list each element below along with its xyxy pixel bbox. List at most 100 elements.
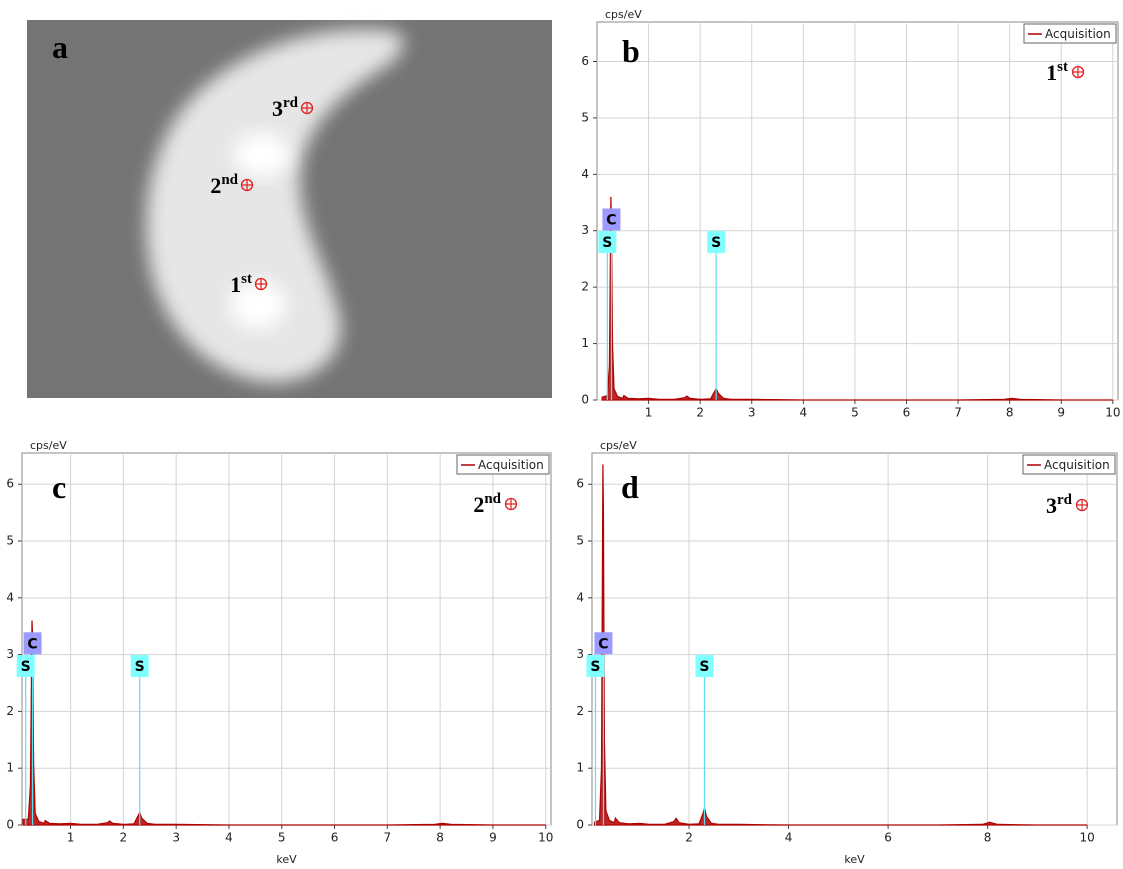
y-tick-label: 3 (6, 647, 14, 661)
annotation-box (23, 632, 42, 655)
point-label: 2nd (210, 172, 238, 198)
x-tick-label: 8 (1006, 406, 1014, 420)
annotation-box (602, 208, 621, 231)
y-tick-label: 3 (576, 647, 584, 661)
annotation-label: S (590, 659, 600, 675)
y-tick-label: 4 (6, 590, 14, 604)
legend (1022, 454, 1116, 475)
plot-area (591, 452, 1118, 826)
y-tick-label: 6 (6, 477, 14, 491)
point-label-suffix: nd (484, 491, 501, 507)
point-label-suffix: nd (221, 172, 238, 188)
x-tick-label: 9 (1057, 406, 1065, 420)
x-axis-label: keV (844, 853, 865, 866)
annotation-label: S (711, 235, 721, 251)
y-tick-label: 4 (576, 590, 584, 604)
annotation-box (598, 231, 617, 254)
bright-region (234, 133, 290, 177)
x-tick-label: 1 (645, 406, 653, 420)
x-tick-label: 7 (954, 406, 962, 420)
legend-label: Acquisition (478, 458, 544, 472)
x-tick-label: 2 (696, 406, 704, 420)
x-tick-label: 10 (538, 831, 553, 845)
annotation-box (586, 654, 605, 677)
plot-area (21, 452, 552, 826)
x-tick-label: 5 (278, 831, 286, 845)
x-tick-label: 5 (851, 406, 859, 420)
x-tick-label: 6 (331, 831, 339, 845)
point-label-number: 1 (230, 272, 241, 297)
y-axis-label: cps/eV (605, 8, 642, 21)
annotation-label: S (21, 659, 31, 675)
point-label-suffix: rd (1057, 492, 1073, 508)
y-tick-label: 0 (576, 818, 584, 832)
point-label-suffix: rd (283, 95, 299, 111)
x-tick-label: 6 (884, 831, 892, 845)
annotation-box (130, 654, 149, 677)
annotation-label: C (27, 636, 37, 652)
particle (146, 29, 404, 383)
panel-label: b (622, 33, 640, 69)
x-tick-label: 7 (384, 831, 392, 845)
point-label-number: 3 (1046, 493, 1057, 518)
y-tick-label: 2 (6, 704, 14, 718)
point-label-number: 2 (473, 492, 484, 517)
y-axis-label: cps/eV (600, 439, 637, 452)
annotation-label: C (606, 212, 616, 228)
legend (456, 454, 550, 475)
legend-label: Acquisition (1045, 27, 1111, 41)
point-label: 3rd (272, 95, 299, 121)
y-tick-label: 5 (6, 534, 14, 548)
annotation-label: C (598, 636, 608, 652)
x-tick-label: 2 (685, 831, 693, 845)
y-tick-label: 6 (576, 477, 584, 491)
point-label: 3rd (1046, 492, 1073, 518)
point-label-number: 3 (272, 96, 283, 121)
point-label-number: 2 (210, 173, 221, 198)
x-tick-label: 10 (1080, 831, 1095, 845)
annotation-label: S (602, 235, 612, 251)
x-tick-label: 2 (120, 831, 128, 845)
annotation-label: S (135, 659, 145, 675)
y-tick-label: 2 (581, 280, 589, 294)
x-axis-label: keV (276, 853, 297, 866)
point-label-suffix: st (1057, 59, 1068, 75)
point-label: 1st (230, 271, 252, 297)
y-tick-label: 6 (581, 54, 589, 68)
point-label: 1st (1046, 59, 1068, 85)
point-label: 2nd (473, 491, 501, 517)
x-tick-label: 6 (903, 406, 911, 420)
x-tick-label: 1 (67, 831, 75, 845)
x-tick-label: 10 (1105, 406, 1120, 420)
annotation-label: S (699, 659, 709, 675)
y-tick-label: 5 (581, 110, 589, 124)
x-tick-label: 4 (785, 831, 793, 845)
y-axis-label: cps/eV (30, 439, 67, 452)
y-tick-label: 5 (576, 534, 584, 548)
spectrum (22, 620, 546, 826)
bright-region (230, 281, 286, 329)
annotation-box (695, 654, 714, 677)
y-tick-label: 0 (581, 393, 589, 407)
point-label-suffix: st (241, 271, 252, 287)
annotation-box (16, 654, 35, 677)
x-tick-label: 4 (225, 831, 233, 845)
legend (1023, 23, 1117, 44)
spectrum (601, 196, 1113, 401)
y-tick-label: 1 (6, 761, 14, 775)
panel-label: a (52, 29, 68, 65)
x-tick-label: 9 (489, 831, 497, 845)
annotation-box (707, 231, 726, 254)
panel-label: d (621, 469, 639, 505)
y-tick-label: 2 (576, 704, 584, 718)
x-tick-label: 4 (800, 406, 808, 420)
panel-label: c (52, 469, 66, 505)
y-tick-label: 0 (6, 818, 14, 832)
y-tick-label: 3 (581, 223, 589, 237)
y-tick-label: 1 (581, 336, 589, 350)
y-tick-label: 4 (581, 167, 589, 181)
point-label-number: 1 (1046, 60, 1057, 85)
legend-label: Acquisition (1044, 458, 1110, 472)
annotation-box (594, 632, 613, 655)
x-tick-label: 3 (172, 831, 180, 845)
